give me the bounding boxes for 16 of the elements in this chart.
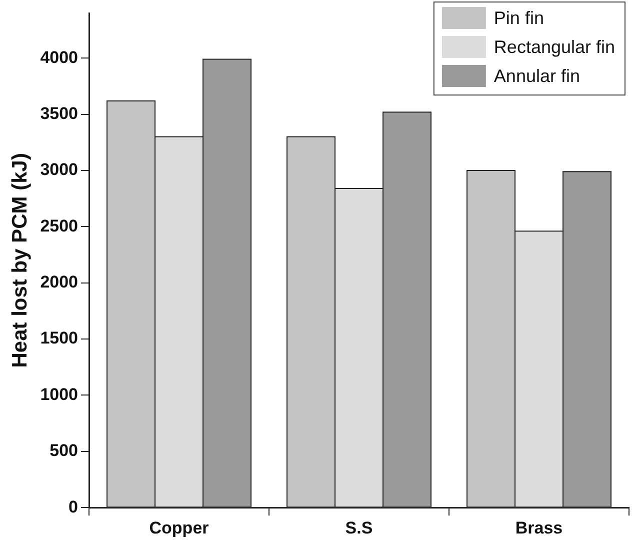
y-tick-label: 2500 — [40, 216, 78, 236]
legend-label: Annular fin — [494, 66, 580, 86]
y-tick-label: 1500 — [40, 328, 78, 348]
legend-label: Rectangular fin — [494, 36, 616, 57]
y-tick-label: 3000 — [40, 160, 78, 180]
x-tick-label: Copper — [149, 518, 210, 538]
y-tick-label: 0 — [68, 497, 78, 516]
y-tick-label: 500 — [50, 441, 78, 460]
y-tick-label: 1000 — [40, 384, 78, 404]
x-tick-label: S.S — [345, 518, 373, 538]
x-tick-label: Brass — [515, 518, 563, 538]
y-axis-title: Heat lost by PCM (kJ) — [8, 153, 32, 368]
y-tick-label: 2000 — [40, 272, 78, 292]
y-tick-label: 3500 — [40, 104, 78, 124]
legend-label: Pin fin — [494, 8, 544, 28]
y-tick-label: 4000 — [40, 48, 78, 67]
